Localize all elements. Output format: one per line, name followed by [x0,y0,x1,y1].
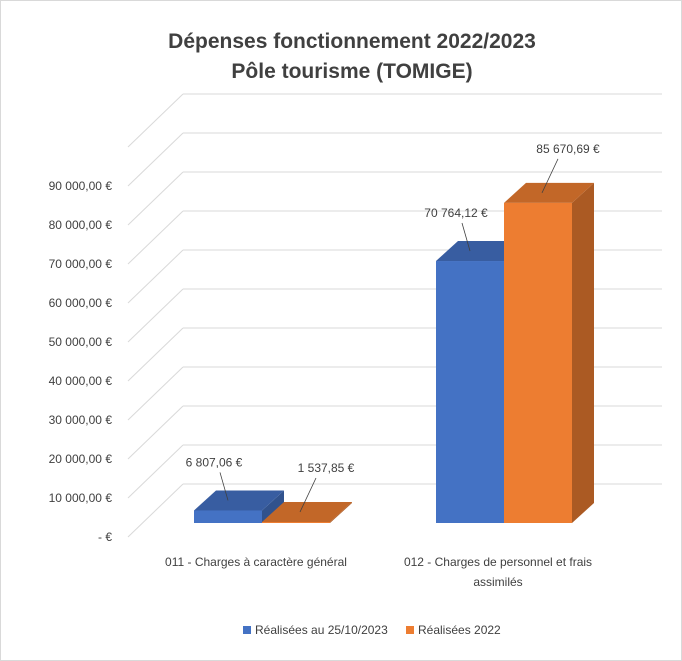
gridline-depth [127,93,184,148]
legend-swatch [406,626,414,634]
data-label: 85 670,69 € [536,142,600,156]
y-tick-label: 10 000,00 € [49,491,113,505]
data-label-leader [541,158,559,194]
data-labels: 6 807,06 € 70 764,12 € 1 537,85 € 85 670,69… [186,142,600,513]
bar [194,510,262,523]
chart-title: Dépenses fonctionnement 2022/2023 [168,30,536,53]
legend-label: Réalisées 2022 [418,623,501,637]
data-label: 1 537,85 € [298,461,355,475]
gridline-depth [127,171,184,226]
gridline-depth [127,405,184,460]
y-tick-label: - € [98,530,112,544]
y-axis: - € 10 000,00 € 20 000,00 € 30 000,00 € 40 0… [49,179,113,544]
y-tick-label: 30 000,00 € [49,413,113,427]
legend-label: Réalisées au 25/10/2023 [255,623,388,637]
gridline-depth [127,249,184,304]
x-tick-label: 011 - Charges à caractère général [165,555,347,569]
bars [194,182,594,523]
bar [436,261,504,523]
bar-top [262,502,352,522]
y-tick-label: 90 000,00 € [49,179,113,193]
legend-swatch [243,626,251,634]
chart-subtitle: Pôle tourisme (TOMIGE) [231,60,472,83]
y-tick-label: 70 000,00 € [49,257,113,271]
data-label: 70 764,12 € [424,206,488,220]
gridline-depth [127,483,184,538]
legend: Réalisées au 25/10/2023 Réalisées 2022 [243,623,501,637]
bar [504,202,572,523]
gridline-depth [127,132,184,187]
data-label: 6 807,06 € [186,455,243,469]
y-tick-label: 50 000,00 € [49,335,113,349]
bar-side [262,490,284,523]
gridline-depth [127,288,184,343]
bar-side [572,182,594,523]
bar-side [330,502,352,523]
gridline-depth [127,366,184,421]
gridline-depth [127,210,184,265]
data-label-leader [299,477,317,513]
gridline-depth [127,444,184,499]
bar-top [194,490,284,511]
data-label-leader [219,472,229,501]
y-tick-label: 60 000,00 € [49,296,113,310]
bar-top [436,241,526,262]
x-tick-label: 012 - Charges de personnel et frais [404,555,592,569]
gridline-depth [127,327,184,382]
x-axis: 011 - Charges à caractère général 012 - C… [165,555,592,589]
bar [262,522,330,523]
x-tick-label: assimilés [473,575,522,589]
y-tick-label: 20 000,00 € [49,452,113,466]
y-tick-label: 80 000,00 € [49,218,113,232]
data-label-leader [461,222,471,252]
bar-top [504,182,594,203]
y-tick-label: 40 000,00 € [49,374,113,388]
